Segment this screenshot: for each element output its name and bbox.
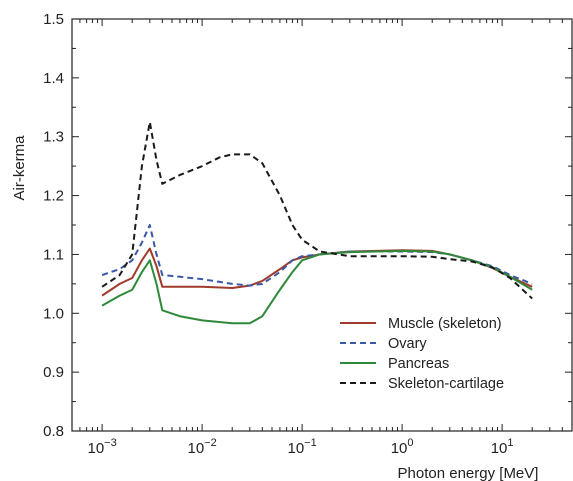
series-line-pancreas — [101, 249, 533, 325]
legend-label: Skeleton-cartilage — [388, 376, 504, 392]
y-tick-label: 1.5 — [43, 11, 64, 28]
x-tick-label: 101 — [491, 437, 514, 457]
legend-label: Muscle (skeleton) — [388, 316, 502, 332]
y-axis-ticks: 0.8 0.9 1.0 1.1 1.2 1.3 1.4 1.5 — [43, 11, 572, 440]
x-tick-label: 10−1 — [287, 437, 316, 457]
x-axis-ticks: 10−3 10−2 10−1 100 101 — [71, 19, 573, 457]
y-tick-label: 1.4 — [43, 70, 64, 87]
plot-border — [71, 18, 573, 432]
y-tick-label: 1.2 — [43, 188, 64, 205]
y-tick-label: 1.0 — [43, 305, 64, 322]
y-tick-label: 1.1 — [43, 246, 64, 263]
series-line-ovary — [101, 224, 533, 287]
legend-label: Pancreas — [388, 356, 449, 372]
y-tick-label: 0.9 — [43, 364, 64, 381]
y-tick-label: 1.3 — [43, 129, 64, 146]
plot-frame — [71, 18, 573, 432]
legend-label: Ovary — [388, 336, 427, 352]
y-tick-label: 0.8 — [43, 423, 64, 440]
series-lines — [101, 121, 533, 325]
legend: Muscle (skeleton) Ovary Pancreas Skeleton-c… — [340, 316, 504, 392]
y-axis-label: Air-kerma — [11, 135, 28, 201]
x-tick-label: 10−2 — [187, 437, 216, 457]
series-line-skeleton-cartilage — [101, 121, 533, 300]
x-tick-label: 10−3 — [87, 437, 116, 457]
x-axis-label: Photon energy [MeV] — [398, 465, 539, 481]
x-tick-label: 100 — [391, 437, 414, 457]
